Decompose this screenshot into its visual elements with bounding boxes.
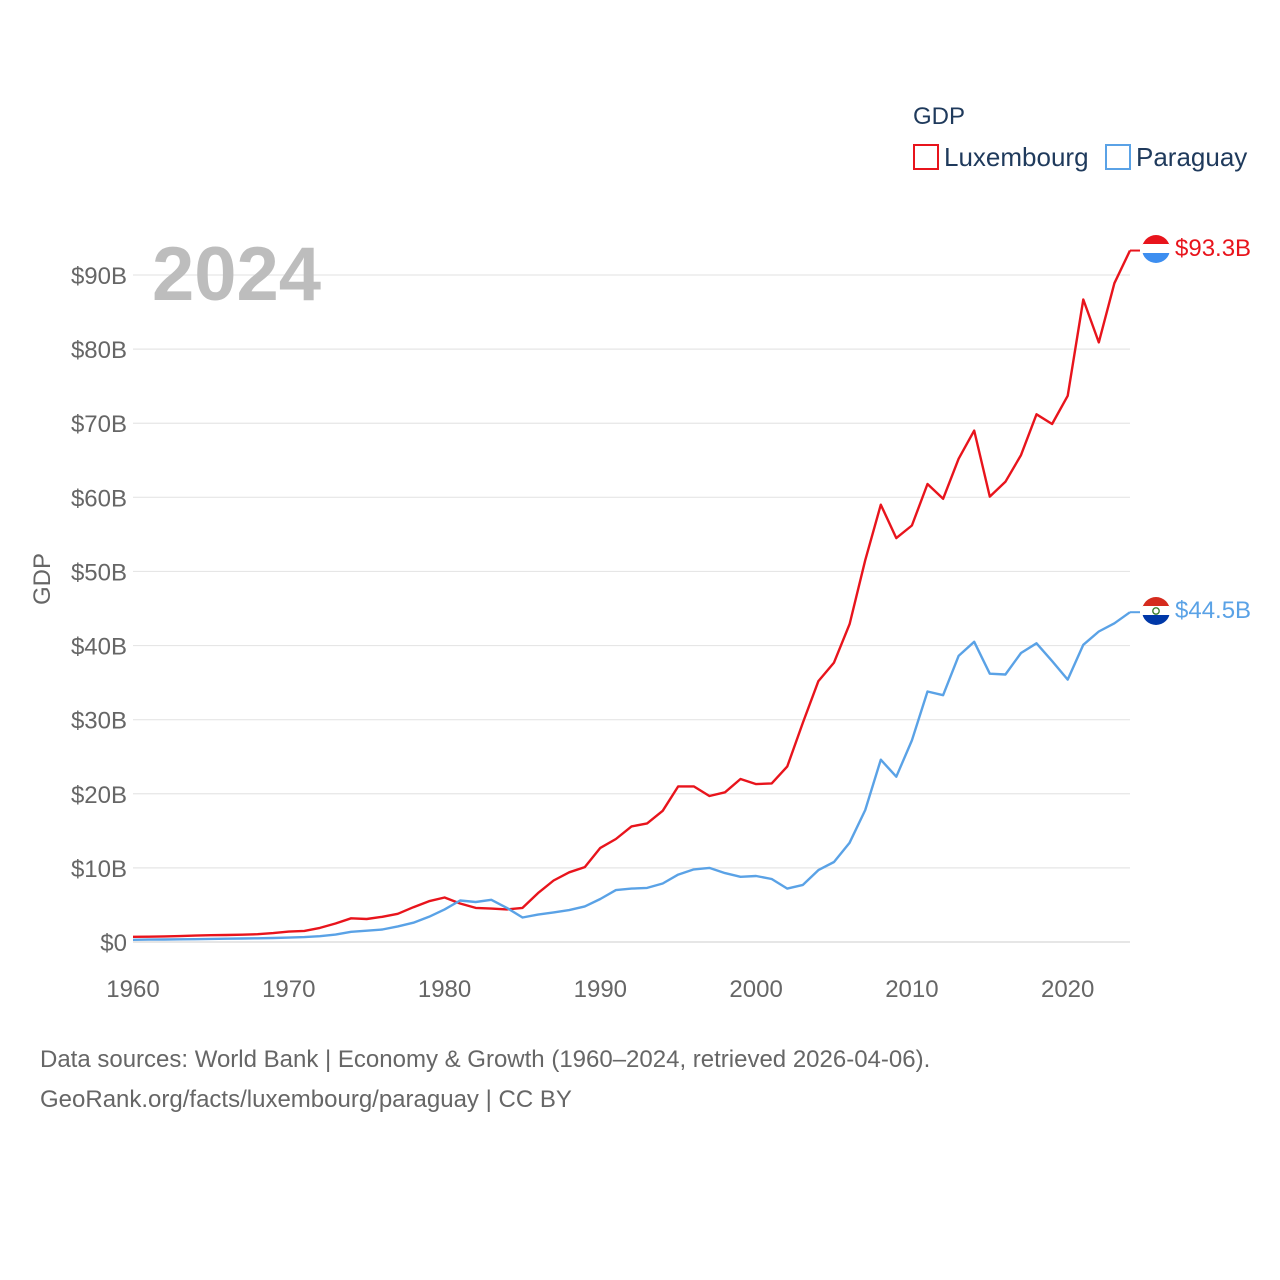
y-tick-label: $50B: [71, 559, 127, 586]
x-tick-label: 1960: [106, 976, 159, 1003]
y-tick-label: $90B: [71, 263, 127, 290]
series-line-paraguay[interactable]: [132, 611, 1131, 941]
legend-title: GDP: [913, 103, 965, 130]
y-tick-label: $80B: [71, 337, 127, 364]
x-axis: 1960 1970 1980 1990 2000 2010 2020: [106, 976, 1094, 1003]
y-tick-label: $30B: [71, 708, 127, 735]
x-tick-label: 2020: [1041, 976, 1094, 1003]
luxembourg-flag-icon: [1142, 235, 1170, 263]
series-lines: [132, 249, 1140, 941]
x-tick-label: 1970: [262, 976, 315, 1003]
legend-label-paraguay[interactable]: Paraguay: [1136, 142, 1247, 172]
y-axis: $0 $10B $20B $30B $40B $50B $60B $70B $80B $90B: [71, 263, 127, 957]
x-tick-label: 2000: [729, 976, 782, 1003]
source-note: Data sources: World Bank | Economy & Gro…: [40, 1040, 1240, 1120]
x-tick-label: 1980: [418, 976, 471, 1003]
y-tick-label: $0: [100, 930, 127, 957]
year-label: 2024: [152, 232, 321, 317]
y-tick-label: $70B: [71, 411, 127, 438]
paraguay-flag-icon: [1142, 597, 1170, 625]
y-axis-title: GDP: [29, 553, 56, 605]
legend-label-luxembourg[interactable]: Luxembourg: [944, 142, 1089, 172]
end-label-paraguay: $44.5B: [1175, 597, 1251, 624]
y-tick-label: $40B: [71, 634, 127, 661]
series-line-luxembourg[interactable]: [132, 249, 1132, 938]
source-line-1: Data sources: World Bank | Economy & Gro…: [40, 1046, 931, 1073]
x-tick-label: 1990: [574, 976, 627, 1003]
legend-swatch-paraguay[interactable]: [1105, 144, 1131, 170]
grid: [133, 274, 1130, 943]
y-tick-label: $60B: [71, 485, 127, 512]
legend-swatch-luxembourg[interactable]: [913, 144, 939, 170]
x-tick-label: 2010: [885, 976, 938, 1003]
y-tick-label: $20B: [71, 782, 127, 809]
end-label-luxembourg: $93.3B: [1175, 235, 1251, 262]
y-tick-label: $10B: [71, 856, 127, 883]
source-line-2: GeoRank.org/facts/luxembourg/paraguay | …: [40, 1086, 572, 1113]
legend: GDP Luxembourg Paraguay: [913, 103, 1247, 172]
